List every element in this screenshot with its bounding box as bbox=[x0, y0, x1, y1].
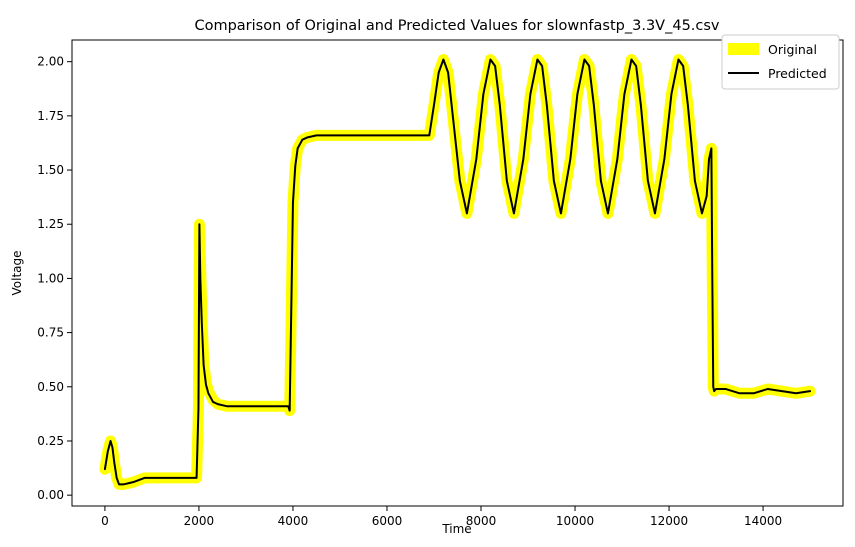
x-axis-label: Time bbox=[441, 522, 471, 536]
y-tick-label: 1.75 bbox=[37, 109, 64, 123]
legend-label-original: Original bbox=[768, 42, 817, 57]
x-tick-label: 14000 bbox=[744, 514, 782, 528]
y-tick-label: 1.25 bbox=[37, 217, 64, 231]
legend-label-predicted: Predicted bbox=[768, 66, 827, 81]
x-tick-label: 6000 bbox=[372, 514, 403, 528]
x-tick-label: 2000 bbox=[184, 514, 215, 528]
plot-frame bbox=[71, 39, 844, 507]
y-tick-label: 1.50 bbox=[37, 163, 64, 177]
y-tick-label: 1.00 bbox=[37, 271, 64, 285]
x-tick-label: 4000 bbox=[278, 514, 309, 528]
y-tick-label: 0.50 bbox=[37, 380, 64, 394]
chart-title: Comparison of Original and Predicted Val… bbox=[194, 18, 719, 34]
plot-area: 0 2000 4000 6000 8000 10000 12000 14000 0.00 0.2… bbox=[37, 39, 844, 528]
y-tick-label: 2.00 bbox=[37, 55, 64, 69]
series-line-predicted bbox=[103, 58, 812, 486]
x-axis-ticks: 0 2000 4000 6000 8000 10000 12000 14000 bbox=[101, 506, 782, 528]
y-tick-label: 0.75 bbox=[37, 326, 64, 340]
x-tick-label: 10000 bbox=[556, 514, 594, 528]
y-axis-label: Voltage bbox=[10, 250, 24, 295]
series-layer bbox=[99, 54, 816, 490]
y-tick-label: 0.25 bbox=[37, 434, 64, 448]
y-axis-ticks: 0.00 0.25 0.50 0.75 1.00 1.25 1.50 1.75 2.00 bbox=[37, 55, 72, 502]
legend: Original Predicted bbox=[721, 34, 840, 90]
x-tick-label: 12000 bbox=[650, 514, 688, 528]
x-tick-label: 8000 bbox=[466, 514, 497, 528]
y-tick-label: 0.00 bbox=[37, 488, 64, 502]
x-tick-label: 0 bbox=[101, 514, 109, 528]
